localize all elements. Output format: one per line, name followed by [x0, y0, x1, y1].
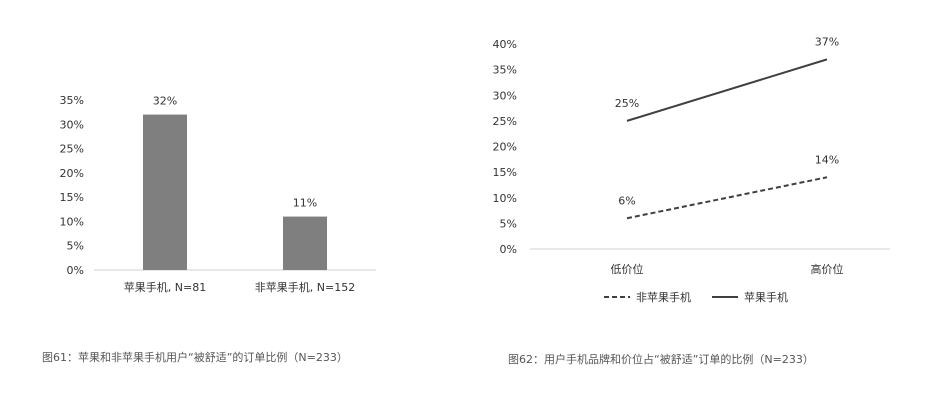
- bar-value-label: 32%: [153, 95, 177, 108]
- series-line: [626, 58, 828, 122]
- y-tick-label: 10%: [493, 192, 517, 205]
- bar: [143, 114, 187, 270]
- bar: [283, 216, 327, 270]
- legend-label: 苹果手机: [744, 290, 788, 304]
- point-value-label: 25%: [615, 97, 639, 110]
- line-chart: 0% 5% 10% 15% 20% 25% 30% 35% 40% 低价位 高价位 6% 14% 25% 3…: [493, 35, 890, 304]
- y-tick-label: 20%: [493, 141, 517, 154]
- x-category-label: 高价位: [811, 262, 844, 276]
- y-tick-label: 20%: [60, 167, 84, 180]
- x-category-label: 苹果手机, N=81: [124, 280, 206, 294]
- bar-value-label: 11%: [293, 197, 317, 210]
- y-tick-label: 0%: [500, 243, 517, 256]
- y-tick-label: 5%: [500, 217, 517, 230]
- y-tick-label: 30%: [493, 89, 517, 102]
- y-tick-label: 30%: [60, 118, 84, 131]
- legend-label: 非苹果手机: [636, 290, 691, 304]
- y-tick-label: 15%: [60, 191, 84, 204]
- bar-chart: 0% 5% 10% 15% 20% 25% 30% 35% 32% 苹果手机, N=81 11% 非苹…: [60, 94, 376, 294]
- y-tick-label: 0%: [67, 264, 84, 277]
- y-tick-label: 35%: [60, 94, 84, 107]
- y-tick-label: 40%: [493, 38, 517, 51]
- y-tick-label: 5%: [67, 240, 84, 253]
- y-tick-label: 15%: [493, 166, 517, 179]
- y-tick-label: 10%: [60, 215, 84, 228]
- bar-chart-caption: 图61：苹果和非苹果手机用户“被舒适”的订单比例（N=233）: [42, 350, 348, 364]
- point-value-label: 6%: [618, 194, 635, 207]
- x-category-label: 非苹果手机, N=152: [255, 280, 355, 294]
- y-tick-label: 35%: [493, 64, 517, 77]
- y-tick-label: 25%: [493, 115, 517, 128]
- y-tick-label: 25%: [60, 143, 84, 156]
- series-line: [626, 176, 828, 220]
- line-chart-caption: 图62：用户手机品牌和价位占“被舒适”订单的比例（N=233）: [508, 352, 814, 366]
- point-value-label: 37%: [815, 35, 839, 48]
- point-value-label: 14%: [815, 153, 839, 166]
- x-category-label: 低价位: [611, 262, 644, 276]
